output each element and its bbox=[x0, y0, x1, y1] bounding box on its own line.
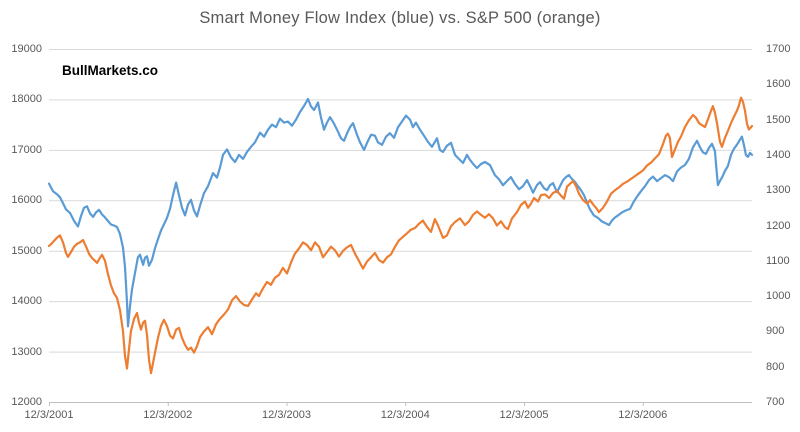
y-axis-right-tick-label: 700 bbox=[766, 396, 785, 408]
y-axis-right-tick-label: 1000 bbox=[766, 290, 791, 303]
y-axis-right-tick-label: 800 bbox=[766, 360, 785, 373]
x-axis-tick-label: 12/3/2005 bbox=[499, 409, 549, 421]
smfi-line-series bbox=[47, 97, 754, 328]
x-axis-tick-label: 12/3/2002 bbox=[143, 409, 193, 421]
y-axis-right-tick-label: 1400 bbox=[766, 148, 791, 161]
x-axis-tick-label: 12/3/2006 bbox=[618, 409, 668, 421]
y-axis-right-tick-label: 1500 bbox=[766, 113, 791, 126]
y-axis-left-tick-label: 12000 bbox=[11, 396, 42, 408]
y-axis-left-tick-label: 14000 bbox=[11, 295, 42, 308]
x-axis-tick-label: 12/3/2003 bbox=[262, 409, 311, 421]
spx-line-series bbox=[47, 96, 754, 375]
y-axis-right-tick-label: 900 bbox=[766, 325, 785, 338]
y-axis-left-tick-label: 15000 bbox=[11, 244, 42, 257]
x-axis-tick-label: 12/3/2001 bbox=[24, 409, 74, 421]
y-axis-right-tick-label: 1600 bbox=[766, 78, 791, 91]
y-axis-left-tick-label: 16000 bbox=[11, 194, 42, 207]
y-axis-right-tick-label: 1700 bbox=[766, 43, 791, 55]
y-axis-left-tick-label: 17000 bbox=[11, 143, 42, 156]
chart-title: Smart Money Flow Index (blue) vs. S&P 50… bbox=[199, 9, 601, 27]
y-axis-right-tick-label: 1300 bbox=[766, 184, 791, 197]
watermark-bullmarkets: BullMarkets.co bbox=[62, 63, 159, 78]
y-axis-right-tick-label: 1100 bbox=[766, 254, 790, 267]
y-axis-left-tick-label: 19000 bbox=[11, 43, 42, 55]
y-axis-left-tick-label: 18000 bbox=[11, 93, 42, 106]
y-axis-right-tick-label: 1200 bbox=[766, 219, 791, 232]
y-axis-left-tick-label: 13000 bbox=[11, 345, 42, 358]
x-axis-tick-label: 12/3/2004 bbox=[380, 409, 430, 421]
